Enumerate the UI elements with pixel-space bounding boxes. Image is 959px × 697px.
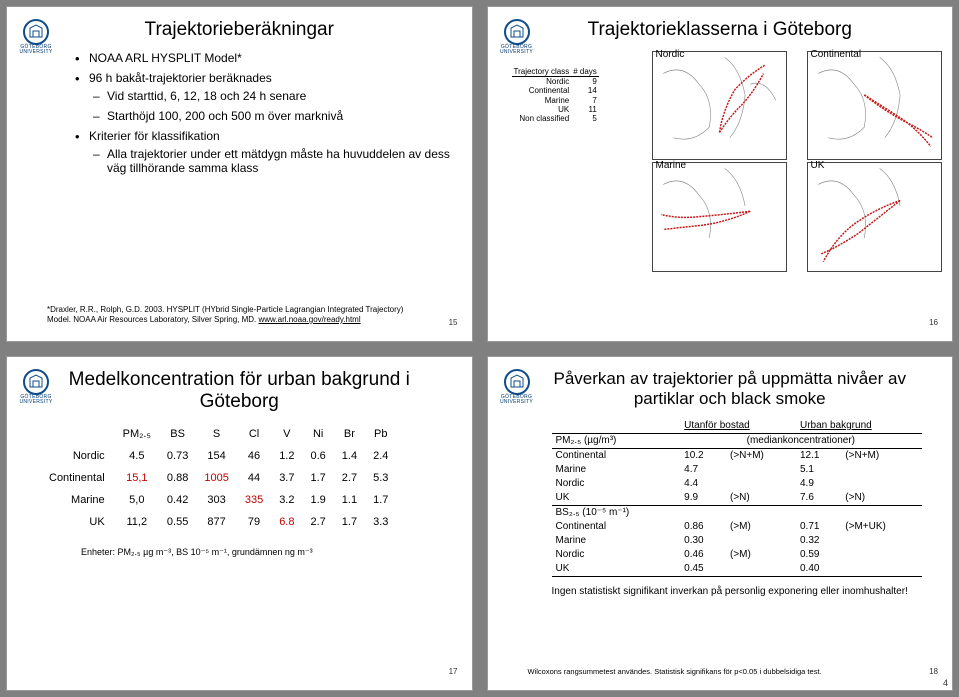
table-row: Marine0.300.32	[552, 534, 922, 548]
logo-text: GÖTEBORGUNIVERSITY	[19, 45, 52, 56]
table-row: UK11,20.55877796.82.71.73.3	[41, 511, 396, 533]
map-marine: Marine	[652, 162, 787, 271]
units-text: Enheter: PM₂.₅ µg m⁻³, BS 10⁻⁵ m⁻¹, grun…	[81, 547, 458, 558]
logo-text: GÖTEBORGUNIVERSITY	[19, 395, 52, 406]
slide2-pagenum: 16	[929, 318, 938, 327]
slide3-title: Medelkoncentration för urban bakgrund i …	[61, 369, 418, 413]
slide4-caption: Wilcoxons rangsummetest användes. Statis…	[528, 667, 913, 676]
slide-3: GÖTEBORGUNIVERSITY Medelkoncentration fö…	[6, 356, 473, 692]
slide3-pagenum: 17	[449, 667, 458, 676]
document-page-number: 4	[941, 678, 950, 688]
slide-4: GÖTEBORGUNIVERSITY Påverkan av trajektor…	[487, 356, 954, 692]
table-row: Nordic0.46(>M)0.59	[552, 548, 922, 562]
table-row: Marine5,00.423033353.21.91.11.7	[41, 489, 396, 511]
slide-2: GÖTEBORGUNIVERSITY Trajektorieklasserna …	[487, 6, 954, 342]
map-uk: UK	[807, 162, 942, 271]
slide1-citation: *Draxler, R.R., Rolph, G.D. 2003. HYSPLI…	[47, 305, 412, 324]
table-row: UK9.9(>N)7.6(>N)	[552, 491, 922, 506]
slide4-pagenum: 18	[929, 667, 938, 676]
map-continental: Continental	[807, 51, 942, 160]
map-nordic: Nordic	[652, 51, 787, 160]
slide4-note: Ingen statistiskt signifikant inverkan p…	[552, 586, 932, 597]
slide4-title: Påverkan av trajektorier på uppmätta niv…	[542, 369, 919, 409]
slide-1: GÖTEBORGUNIVERSITY Trajektorieberäkninga…	[6, 6, 473, 342]
s1-b3: Kriterier för klassifikation	[89, 129, 220, 143]
table-row: Marine4.75.1	[552, 463, 922, 477]
university-logo: GÖTEBORGUNIVERSITY	[15, 19, 57, 59]
concentration-table: PM₂.₅ BS S Cl V Ni Br Pb Nordic4.50.7315…	[41, 423, 396, 533]
table-row: Continental10.2(>N+M)12.1(>N+M)	[552, 448, 922, 463]
map-grid: Nordic Continental Marine	[652, 51, 942, 261]
university-logo: GÖTEBORGUNIVERSITY	[15, 369, 57, 409]
slide2-title: Trajektorieklasserna i Göteborg	[502, 19, 939, 41]
table-row: Continental15,10.881005443.71.72.75.3	[41, 467, 396, 489]
university-logo: GÖTEBORGUNIVERSITY	[496, 369, 538, 409]
table-row: UK0.450.40	[552, 562, 922, 577]
s1-b2a: Vid starttid, 6, 12, 18 och 24 h senare	[93, 89, 458, 103]
slide1-bullets: NOAA ARL HYSPLIT Model* 96 h bakåt-traje…	[75, 51, 458, 175]
s1-b1: NOAA ARL HYSPLIT Model*	[89, 51, 242, 65]
slide1-pagenum: 15	[449, 318, 458, 327]
table-row: Continental0.86(>M)0.71(>M+UK)	[552, 520, 922, 534]
table-row: Nordic4.50.73154461.20.61.42.4	[41, 445, 396, 467]
s1-b2: 96 h bakåt-trajektorier beräknades	[89, 71, 272, 85]
logo-text: GÖTEBORGUNIVERSITY	[500, 395, 533, 406]
logo-text: GÖTEBORGUNIVERSITY	[500, 45, 533, 56]
s1-b2b: Starthöjd 100, 200 och 500 m över markni…	[93, 109, 458, 123]
university-logo: GÖTEBORGUNIVERSITY	[496, 19, 538, 59]
citation-link[interactable]: www.arl.noaa.gov/ready.html	[259, 315, 361, 324]
trajectory-class-table: Trajectory class# days Nordic9 Continent…	[512, 67, 599, 123]
table-row: Nordic4.44.9	[552, 477, 922, 491]
s1-b3a: Alla trajektorier under ett mätdygn måst…	[93, 147, 458, 175]
slide4-body: Utanför bostad Urban bakgrund PM₂.₅ (µg/…	[552, 419, 939, 597]
slide1-title: Trajektorieberäkningar	[21, 19, 458, 41]
